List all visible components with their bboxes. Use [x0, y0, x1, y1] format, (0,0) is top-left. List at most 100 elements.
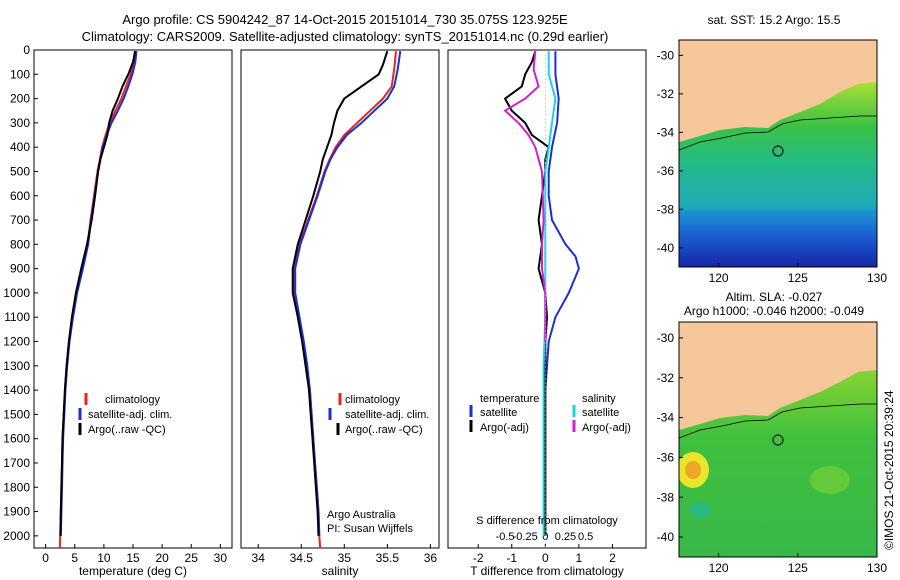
legend-salinity-header: salinity	[582, 393, 616, 405]
sla-map: Altim. SLA: -0.027 Argo h1000: -0.046 h2…	[657, 290, 888, 575]
depth-tick-label: 2000	[3, 529, 30, 543]
map-x-tick-label: 130	[867, 271, 887, 285]
difference-panel: -2 -1 0 1 2 -0.5-0.25 0 0.25 0.5 S difference f…	[447, 49, 647, 578]
depth-tick-label: 700	[10, 213, 30, 227]
map-y-tick-label: -32	[657, 87, 675, 101]
sst-map: sat. SST: 15.2 Argo: 15.5 120 125 130 -30 -3…	[657, 13, 888, 285]
legend-label: Argo(..raw -QC)	[88, 424, 166, 436]
difference-profiles	[503, 50, 580, 548]
sla-map-title-1: Altim. SLA: -0.027	[726, 290, 823, 304]
legend-label: satellite-adj. clim.	[345, 409, 429, 421]
title-line-2: Climatology: CARS2009. Satellite-adjuste…	[82, 29, 609, 44]
salinity-xlabel: salinity	[322, 564, 359, 578]
sst-map-axes: 120 125 130 -30 -32 -34 -36 -38 -40	[657, 48, 888, 285]
salinity-panel: 34 34.5 35 35.5 36 salinity climatology sate…	[240, 49, 440, 578]
legend-label: Argo(..raw -QC)	[345, 424, 423, 436]
x-tick-label: 0	[542, 551, 549, 565]
sla-map-title-2: Argo h1000: -0.046 h2000: -0.049	[684, 304, 864, 318]
x-tick-label: 34.5	[290, 551, 314, 565]
temperature-legend: climatology satellite-adj. clim. Argo(..…	[78, 393, 172, 436]
t-difference-label: T difference from climatology	[470, 564, 624, 578]
x-tick-label: 35.5	[376, 551, 400, 565]
profile-line-salinity_argo	[503, 51, 547, 342]
map-y-tick-label: -34	[657, 125, 675, 139]
map-y-tick-label: -34	[657, 411, 675, 425]
map-y-tick-label: -40	[657, 241, 675, 255]
temperature-profiles	[34, 49, 138, 549]
depth-tick-label: 400	[10, 140, 30, 154]
salinity-legend: climatology satellite-adj. clim. Argo(..…	[327, 393, 429, 535]
sst-map-frame	[678, 39, 878, 268]
depth-tick-label: 1400	[3, 383, 30, 397]
depth-tick-label: 200	[10, 92, 30, 106]
profile-line-argo	[291, 50, 389, 536]
depth-tick-label: 1200	[3, 335, 30, 349]
map-y-tick-label: -32	[657, 371, 675, 385]
legend-label: Argo(-adj)	[582, 422, 631, 434]
map-y-tick-label: -36	[657, 450, 675, 464]
temperature-axes	[33, 49, 233, 549]
profile-line-satellite	[544, 51, 580, 536]
s-tick-label: 0.25	[555, 531, 576, 543]
x-tick-label: 20	[155, 551, 169, 565]
depth-tick-label: 1500	[3, 407, 30, 421]
map-y-tick-label: -40	[657, 530, 675, 544]
argo-australia-label: Argo Australia	[327, 509, 396, 521]
salinity-axes	[240, 49, 440, 549]
difference-axes	[447, 49, 647, 549]
profile-line-argo	[503, 50, 550, 536]
x-tick-label: 10	[97, 551, 111, 565]
difference-legend: temperature satellite Argo(-adj) salinit…	[469, 393, 631, 434]
depth-tick-label: 1000	[3, 286, 30, 300]
map-y-tick-label: -36	[657, 164, 675, 178]
legend-temperature-header: temperature	[480, 393, 539, 405]
s-difference-label: S difference from climatology	[476, 515, 618, 527]
x-tick-label: 30	[214, 551, 228, 565]
map-x-tick-label: 130	[867, 561, 887, 575]
depth-tick-label: 1600	[3, 432, 30, 446]
x-tick-label: -1	[506, 551, 517, 565]
map-x-tick-label: 125	[788, 561, 808, 575]
depth-tick-label: 300	[10, 116, 30, 130]
shelf-contour	[679, 403, 877, 439]
salinity-x-axis: 34 34.5 35 35.5 36	[252, 544, 438, 565]
map-y-tick-label: -30	[657, 48, 675, 62]
depth-tick-label: 1900	[3, 505, 30, 519]
map-y-tick-label: -38	[657, 490, 675, 504]
legend-label: Argo(-adj)	[480, 422, 529, 434]
depth-tick-label: 1100	[4, 310, 30, 324]
temperature-xlabel: temperature (deg C)	[79, 564, 187, 578]
sst-map-title: sat. SST: 15.2 Argo: 15.5	[708, 13, 841, 27]
profile-line-satellite	[59, 51, 138, 536]
map-x-tick-label: 125	[788, 271, 808, 285]
t-difference-x-axis: -2 -1 0 1 2	[473, 544, 616, 565]
sst-band	[679, 170, 877, 210]
x-tick-label: 5	[71, 551, 78, 565]
x-tick-label: 2	[609, 551, 616, 565]
depth-tick-label: 500	[10, 164, 30, 178]
x-tick-label: 15	[126, 551, 140, 565]
legend-label: climatology	[105, 394, 161, 406]
profile-line-satellite	[294, 51, 402, 536]
legend-label: satellite	[480, 407, 517, 419]
depth-tick-label: 600	[10, 189, 30, 203]
map-x-tick-label: 120	[709, 271, 729, 285]
depth-axis: 0 100 200 300 400 500 600 700 800 900 1000 1100 1200…	[3, 43, 30, 543]
sla-anomaly-mid	[810, 466, 850, 494]
land-mass	[679, 322, 877, 430]
shelf-contour	[679, 115, 877, 151]
title-line-1: Argo profile: CS 5904242_87 14-Oct-2015 …	[122, 12, 568, 27]
salinity-profiles	[291, 50, 402, 549]
x-tick-label: 36	[424, 551, 438, 565]
x-tick-label: 1	[576, 551, 583, 565]
depth-tick-label: 1800	[3, 480, 30, 494]
profile-line-argo	[59, 50, 137, 536]
map-y-tick-label: -38	[657, 202, 675, 216]
argo-float-marker	[772, 434, 784, 446]
argo-float-marker	[772, 145, 784, 157]
legend-label: satellite	[582, 407, 619, 419]
depth-tick-label: 0	[23, 43, 30, 57]
sla-anomaly-low	[690, 502, 710, 518]
x-tick-label: 25	[185, 551, 199, 565]
depth-tick-label: 900	[10, 262, 30, 276]
